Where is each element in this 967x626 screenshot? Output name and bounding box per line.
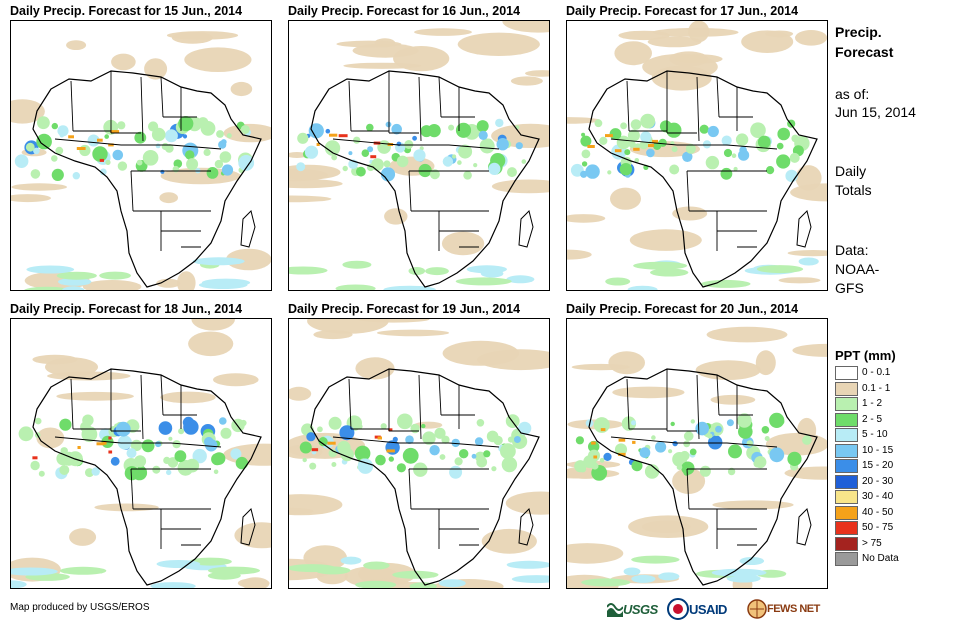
legend-label: 40 - 50 [862, 506, 894, 518]
forecast-panel-5: Daily Precip. Forecast for 19 Jun., 2014 [288, 301, 550, 589]
legend-swatch [835, 366, 858, 380]
panel-title: Daily Precip. Forecast for 18 Jun., 2014 [10, 302, 243, 316]
legend-label: 0.1 - 1 [862, 382, 891, 394]
map-drawing [289, 319, 549, 588]
map-drawing [11, 21, 271, 290]
legend-label: 1 - 2 [862, 398, 883, 409]
fewsnet-logo-text: FEWS NET [767, 603, 820, 615]
panel-title: Daily Precip. Forecast for 19 Jun., 2014 [288, 302, 521, 316]
legend-label: 15 - 20 [862, 460, 894, 471]
legend-label: 5 - 10 [862, 429, 888, 440]
forecast-panel-6: Daily Precip. Forecast for 20 Jun., 2014 [566, 301, 828, 589]
legend-swatch [835, 443, 858, 458]
panel-title: Daily Precip. Forecast for 17 Jun., 2014 [566, 4, 799, 18]
asof-date: Jun 15, 2014 [835, 104, 916, 120]
legend-swatch [835, 397, 858, 411]
legend-label: > 75 [862, 537, 882, 549]
usgs-wave-icon [607, 603, 623, 617]
map-drawing [567, 319, 827, 588]
usaid-seal-icon [667, 598, 689, 620]
precip-map [10, 20, 272, 291]
legend-swatch [835, 459, 858, 473]
sidebar-title-2: Forecast [835, 44, 894, 60]
sidebar-title-1: Precip. [835, 24, 882, 40]
africa-outline [588, 70, 818, 288]
panel-title: Daily Precip. Forecast for 15 Jun., 2014 [10, 4, 243, 18]
totals-line-1: Daily [835, 163, 867, 179]
legend-swatch [835, 505, 858, 520]
asof-label: as of: [835, 86, 870, 102]
forecast-panel-3: Daily Precip. Forecast for 17 Jun., 2014 [566, 3, 828, 291]
data-source-2: GFS [835, 280, 864, 296]
usgs-logo: USGS [607, 596, 663, 622]
legend-swatch [835, 521, 858, 535]
fewsnet-logo: FEWS NET [747, 596, 832, 622]
legend-label: 10 - 15 [862, 444, 894, 456]
map-drawing [567, 21, 827, 290]
legend-title: PPT (mm) [835, 348, 896, 363]
legend-label: 50 - 75 [862, 522, 894, 533]
fewsnet-globe-icon [747, 599, 767, 619]
precip-map [288, 20, 550, 291]
data-label: Data: [835, 242, 869, 258]
legend-swatch [835, 536, 858, 551]
panel-title: Daily Precip. Forecast for 16 Jun., 2014 [288, 4, 521, 18]
forecast-panel-4: Daily Precip. Forecast for 18 Jun., 2014 [10, 301, 272, 589]
map-drawing [11, 319, 271, 588]
legend-swatch [835, 552, 858, 566]
legend-label: 0 - 0.1 [862, 367, 891, 378]
precip-map [566, 20, 828, 291]
legend-label: 20 - 30 [862, 475, 894, 487]
legend-swatch [835, 428, 858, 442]
africa-outline [310, 368, 540, 586]
panel-title: Daily Precip. Forecast for 20 Jun., 2014 [566, 302, 799, 316]
africa-outline [588, 368, 818, 586]
forecast-panel-2: Daily Precip. Forecast for 16 Jun., 2014 [288, 3, 550, 291]
legend-swatch [835, 474, 858, 489]
data-source-1: NOAA- [835, 261, 880, 277]
precip-map [288, 318, 550, 589]
legend-swatch [835, 490, 858, 504]
usaid-logo: USAID [667, 596, 745, 622]
precip-map [566, 318, 828, 589]
africa-outline [310, 70, 540, 288]
usaid-logo-text: USAID [689, 601, 727, 617]
africa-outline [32, 70, 262, 288]
legend-swatch [835, 412, 858, 427]
africa-outline [32, 368, 262, 586]
logo-strip: USGS USAID FEWS NET [607, 596, 832, 622]
map-drawing [289, 21, 549, 290]
credit-text: Map produced by USGS/EROS [10, 602, 150, 613]
legend-swatch [835, 381, 858, 396]
forecast-panel-1: Daily Precip. Forecast for 15 Jun., 2014 [10, 3, 272, 291]
precip-map [10, 318, 272, 589]
totals-line-2: Totals [835, 182, 872, 198]
legend-label: 2 - 5 [862, 413, 883, 425]
usgs-logo-text: USGS [623, 601, 658, 617]
legend-label: 30 - 40 [862, 491, 894, 502]
legend-label: No Data [862, 553, 899, 564]
